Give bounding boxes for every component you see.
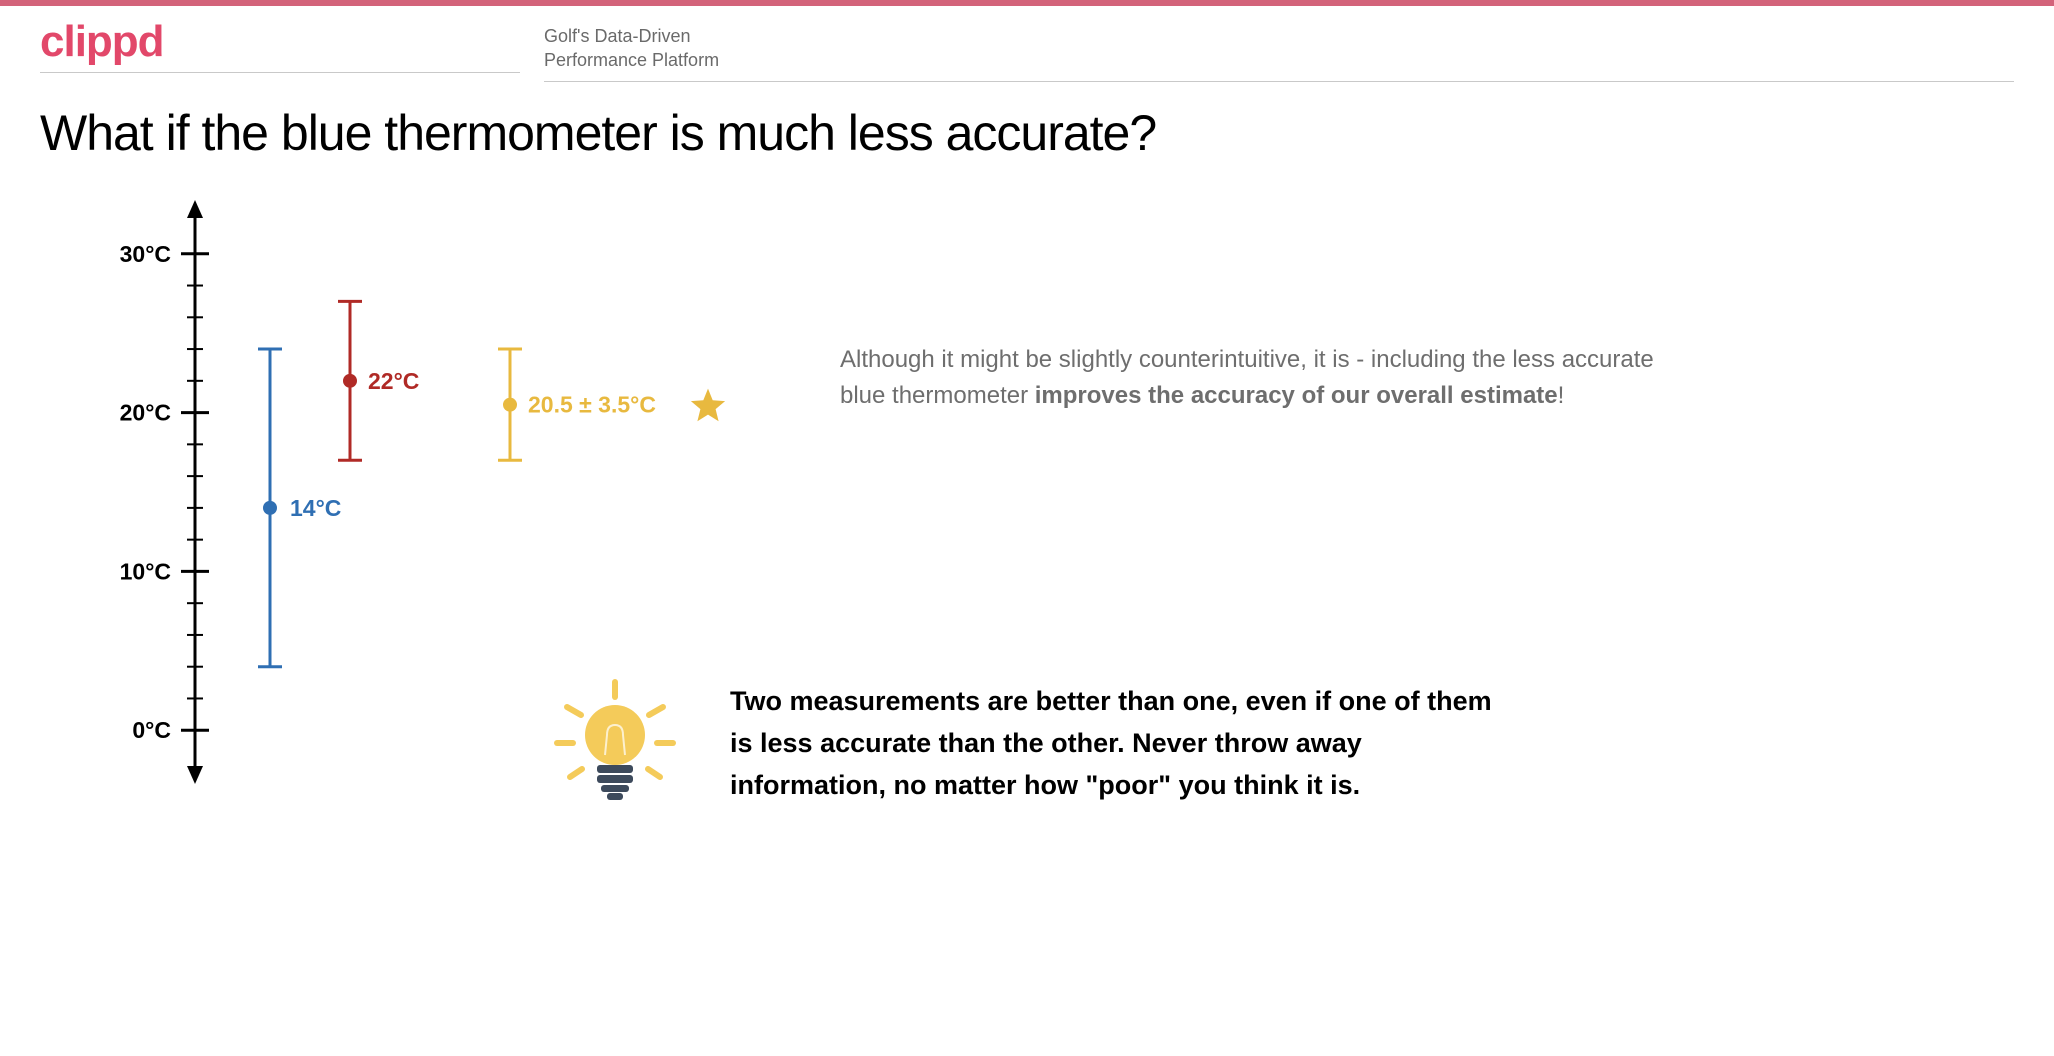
explain-bold: improves the accuracy of our overall est… bbox=[1035, 382, 1558, 409]
lightbulb-icon bbox=[540, 662, 690, 827]
explain-suffix: ! bbox=[1558, 382, 1565, 409]
tagline-line1: Golf's Data-Driven bbox=[544, 24, 2014, 48]
svg-text:14°C: 14°C bbox=[290, 494, 341, 520]
logo-text: clippd bbox=[40, 20, 520, 64]
chart-column: 0°C10°C20°C30°C14°C22°C20.5 ± 3.5°C Two … bbox=[40, 192, 800, 812]
tagline-block: Golf's Data-Driven Performance Platform bbox=[544, 20, 2014, 82]
explanation-text: Although it might be slightly counterint… bbox=[840, 342, 1660, 414]
lesson-text: Two measurements are better than one, ev… bbox=[730, 681, 1500, 807]
svg-text:22°C: 22°C bbox=[368, 367, 419, 393]
page-title: What if the blue thermometer is much les… bbox=[0, 82, 2054, 162]
lesson-row: Two measurements are better than one, ev… bbox=[540, 662, 1500, 827]
content: 0°C 10°C 20°C 30°C 14°C 22°C 20.5 ± 3.5°C Two … bbox=[0, 162, 2054, 852]
tagline-line2: Performance Platform bbox=[544, 48, 2014, 72]
header: clippd Golf's Data-Driven Performance Pl… bbox=[0, 6, 2054, 82]
svg-text:10°C: 10°C bbox=[120, 558, 171, 584]
svg-text:20.5 ± 3.5°C: 20.5 ± 3.5°C bbox=[528, 391, 656, 417]
svg-text:20°C: 20°C bbox=[120, 399, 171, 425]
svg-text:0°C: 0°C bbox=[132, 717, 171, 743]
svg-text:30°C: 30°C bbox=[120, 240, 171, 266]
logo-block: clippd bbox=[40, 20, 520, 73]
